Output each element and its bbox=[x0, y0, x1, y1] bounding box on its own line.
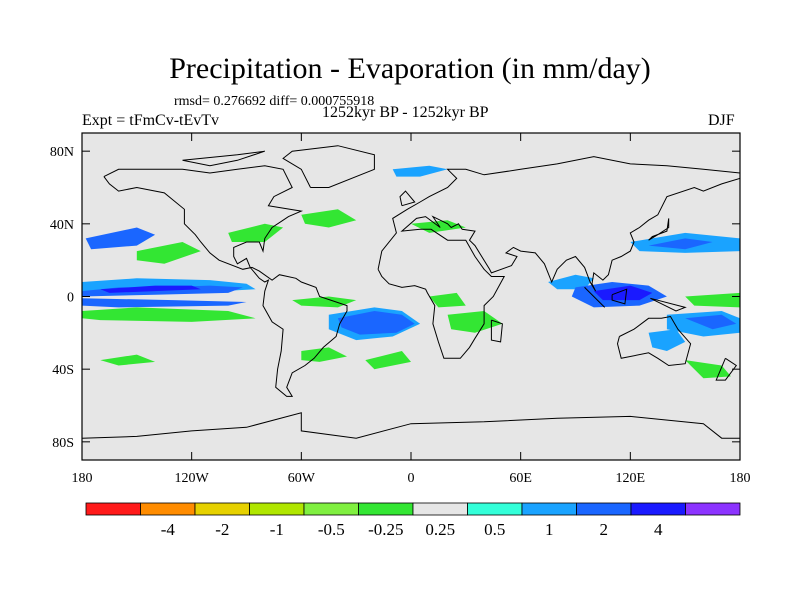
colorbar-swatch bbox=[194, 502, 250, 516]
contour-region bbox=[365, 351, 411, 370]
coastline bbox=[399, 190, 416, 207]
coastline bbox=[490, 319, 503, 343]
colorbar-label: 2 bbox=[600, 520, 609, 539]
coastline bbox=[648, 218, 670, 241]
contour-region bbox=[85, 227, 156, 250]
contour-region bbox=[301, 209, 357, 228]
contour-region bbox=[337, 311, 415, 335]
x-tick-label: 120W bbox=[175, 471, 210, 486]
contour-region bbox=[447, 311, 503, 333]
contour-region bbox=[593, 285, 653, 301]
colorbar-swatch bbox=[85, 502, 141, 516]
contour-region bbox=[100, 285, 201, 293]
colorbar-swatch bbox=[521, 502, 577, 516]
coastline bbox=[611, 288, 628, 305]
contour-region bbox=[136, 242, 201, 264]
stats-label: rmsd= 0.276692 diff= 0.000755918 bbox=[174, 94, 375, 109]
contour-region bbox=[648, 329, 686, 351]
experiment-label: Expt = tFmCv-tEvTv bbox=[82, 112, 220, 129]
contour-region bbox=[100, 354, 156, 366]
coastline bbox=[82, 412, 740, 439]
colorbar-label: 1 bbox=[545, 520, 554, 539]
contour-region bbox=[685, 292, 740, 308]
coastlines bbox=[82, 145, 740, 439]
colorbar-swatch bbox=[249, 502, 305, 516]
x-tick-label: 120E bbox=[616, 471, 646, 486]
colorbar-label: -0.5 bbox=[318, 520, 345, 539]
contour-region bbox=[429, 292, 466, 308]
colorbar-swatch bbox=[412, 502, 468, 516]
colorbar-label: -2 bbox=[215, 520, 229, 539]
x-tick-label: 180 bbox=[730, 471, 751, 486]
y-tick-label: 80S bbox=[52, 436, 74, 451]
colorbar-swatch bbox=[140, 502, 196, 516]
contour-region bbox=[228, 223, 284, 242]
contour-region bbox=[392, 165, 448, 177]
colorbar-swatch bbox=[576, 502, 632, 516]
coastline bbox=[650, 297, 687, 312]
coastline bbox=[103, 165, 348, 397]
colorbar-swatch bbox=[303, 502, 359, 516]
colorbar-swatch bbox=[467, 502, 523, 516]
season-label: DJF bbox=[708, 112, 735, 129]
colorbar: -4 -2 -1 -0.5 -0.25 0.25 0.5 1 2 4 bbox=[85, 502, 741, 539]
coastline bbox=[715, 357, 738, 381]
coastline bbox=[584, 287, 606, 308]
contour-region bbox=[301, 347, 347, 362]
colorbar-label: 4 bbox=[654, 520, 663, 539]
y-tick-label: 40S bbox=[52, 363, 74, 378]
colorbar-swatch bbox=[685, 502, 741, 516]
x-tick-label: 60E bbox=[509, 471, 532, 486]
coastline bbox=[182, 150, 265, 167]
contour-region bbox=[648, 238, 713, 250]
contour-region bbox=[82, 298, 247, 308]
x-tick-label: 60W bbox=[288, 471, 316, 486]
contour-region bbox=[548, 274, 594, 290]
period-label: 1252kyr BP - 1252kyr BP bbox=[322, 104, 489, 121]
contour-region bbox=[685, 314, 737, 330]
colorbar-swatch bbox=[630, 502, 686, 516]
x-tick-label: 180 bbox=[72, 471, 93, 486]
chart-title: Precipitation - Evaporation (in mm/day) bbox=[169, 52, 651, 85]
colorbar-swatch bbox=[358, 502, 414, 516]
colorbar-label: -0.25 bbox=[368, 520, 403, 539]
contour-region bbox=[82, 307, 256, 322]
coastline bbox=[616, 315, 692, 367]
contour-region bbox=[292, 296, 357, 308]
y-tick-label: 0 bbox=[67, 291, 74, 306]
contour-region bbox=[685, 360, 731, 379]
coastline bbox=[282, 145, 375, 188]
colorbar-label: -1 bbox=[270, 520, 284, 539]
coastline bbox=[377, 156, 740, 359]
y-tick-label: 40N bbox=[50, 218, 74, 233]
colorbar-label: 0.25 bbox=[425, 520, 455, 539]
axis-ticks: 180 120W 60W 0 60E 120E 180 80N 40N 0 40S 80S bbox=[50, 133, 751, 486]
colorbar-label: 0.5 bbox=[484, 520, 505, 539]
x-tick-label: 0 bbox=[408, 471, 415, 486]
y-tick-label: 80N bbox=[50, 145, 74, 160]
colorbar-label: -4 bbox=[161, 520, 176, 539]
